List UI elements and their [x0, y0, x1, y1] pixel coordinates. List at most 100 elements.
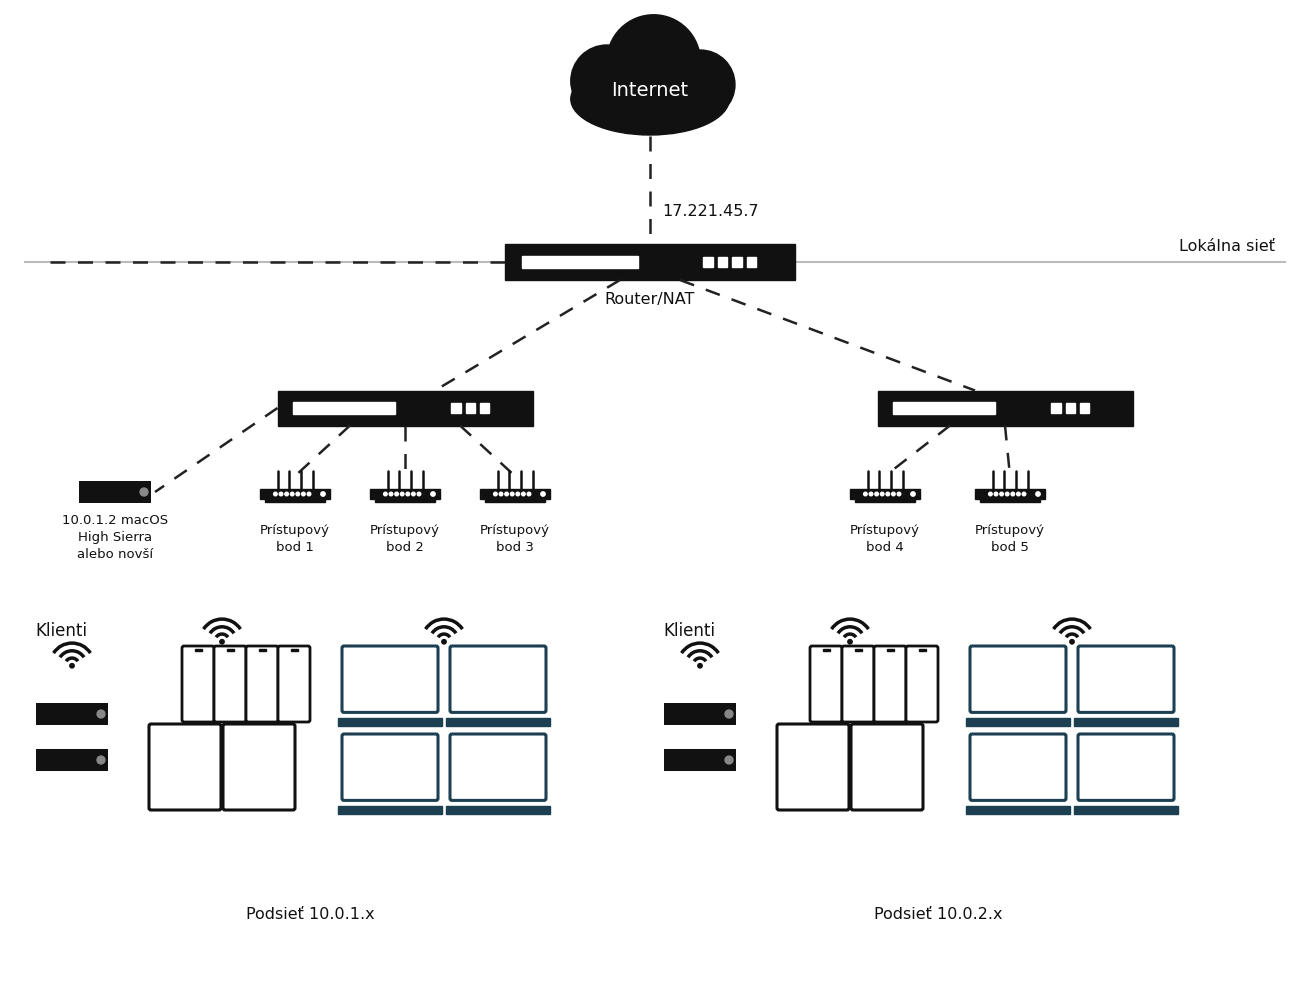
Bar: [258, 649, 266, 651]
Bar: [822, 649, 830, 651]
Circle shape: [390, 492, 392, 496]
Circle shape: [308, 492, 311, 496]
Circle shape: [994, 492, 998, 496]
FancyBboxPatch shape: [246, 646, 278, 722]
Circle shape: [70, 663, 74, 668]
Circle shape: [504, 492, 508, 496]
Circle shape: [874, 492, 878, 496]
Circle shape: [898, 492, 900, 496]
Circle shape: [96, 756, 106, 764]
Bar: [339, 718, 442, 726]
Circle shape: [400, 492, 404, 496]
Text: Podsieť 10.0.2.x: Podsieť 10.0.2.x: [874, 907, 1002, 922]
Bar: [291, 649, 297, 651]
FancyBboxPatch shape: [450, 646, 546, 712]
Bar: [855, 649, 861, 651]
Circle shape: [724, 710, 734, 718]
Text: Prístupový
bod 1: Prístupový bod 1: [261, 524, 330, 554]
Circle shape: [274, 492, 278, 496]
Bar: [370, 489, 440, 499]
Bar: [480, 403, 489, 412]
Circle shape: [431, 492, 435, 496]
Bar: [485, 499, 545, 502]
Circle shape: [291, 492, 294, 496]
Circle shape: [1006, 492, 1009, 496]
Text: Prístupový
bod 3: Prístupový bod 3: [480, 524, 550, 554]
FancyBboxPatch shape: [874, 646, 906, 722]
Bar: [855, 499, 915, 502]
Bar: [732, 258, 741, 267]
Bar: [339, 806, 442, 814]
Circle shape: [285, 492, 288, 496]
FancyBboxPatch shape: [810, 646, 842, 722]
Bar: [506, 244, 795, 280]
Bar: [975, 489, 1045, 499]
FancyBboxPatch shape: [341, 734, 438, 800]
Circle shape: [541, 492, 545, 496]
FancyBboxPatch shape: [1078, 734, 1174, 800]
Bar: [1052, 403, 1061, 412]
FancyBboxPatch shape: [182, 646, 214, 722]
Circle shape: [869, 492, 873, 496]
Bar: [480, 489, 550, 499]
Text: Klienti: Klienti: [663, 622, 715, 640]
Text: Lokálna sieť: Lokálna sieť: [1179, 239, 1276, 254]
Bar: [523, 256, 638, 268]
Circle shape: [864, 492, 868, 496]
FancyBboxPatch shape: [214, 646, 246, 722]
Circle shape: [395, 492, 399, 496]
Bar: [36, 703, 108, 725]
Circle shape: [1070, 640, 1074, 644]
Circle shape: [407, 492, 409, 496]
Circle shape: [911, 492, 915, 496]
Bar: [919, 649, 925, 651]
Bar: [447, 806, 550, 814]
Bar: [967, 806, 1070, 814]
Circle shape: [886, 492, 890, 496]
Circle shape: [417, 492, 421, 496]
Text: Prístupový
bod 2: Prístupový bod 2: [370, 524, 440, 554]
Bar: [36, 749, 108, 771]
Circle shape: [1036, 492, 1040, 496]
Bar: [261, 489, 330, 499]
Circle shape: [296, 492, 300, 496]
Text: Prístupový
bod 5: Prístupový bod 5: [975, 524, 1045, 554]
Bar: [465, 403, 474, 412]
Circle shape: [499, 492, 503, 496]
Bar: [665, 703, 736, 725]
FancyBboxPatch shape: [450, 734, 546, 800]
Bar: [893, 402, 994, 413]
Circle shape: [999, 492, 1003, 496]
Circle shape: [279, 492, 283, 496]
Circle shape: [494, 492, 498, 496]
Circle shape: [511, 492, 513, 496]
Bar: [79, 481, 151, 503]
Circle shape: [528, 492, 530, 496]
Circle shape: [442, 640, 446, 644]
Circle shape: [571, 45, 642, 117]
Bar: [1080, 403, 1089, 412]
FancyBboxPatch shape: [223, 724, 294, 810]
Circle shape: [989, 492, 992, 496]
Bar: [375, 499, 435, 502]
FancyBboxPatch shape: [777, 724, 850, 810]
Circle shape: [666, 50, 735, 119]
Bar: [704, 258, 713, 267]
Circle shape: [698, 663, 702, 668]
Circle shape: [301, 492, 305, 496]
Circle shape: [412, 492, 416, 496]
Circle shape: [881, 492, 883, 496]
Bar: [980, 499, 1040, 502]
Circle shape: [96, 710, 106, 718]
Circle shape: [383, 492, 387, 496]
Bar: [718, 258, 727, 267]
Circle shape: [891, 492, 895, 496]
Text: Prístupový
bod 4: Prístupový bod 4: [850, 524, 920, 554]
Ellipse shape: [571, 63, 730, 135]
Circle shape: [321, 492, 326, 496]
Bar: [451, 403, 460, 412]
FancyBboxPatch shape: [341, 646, 438, 712]
Text: Internet: Internet: [611, 82, 688, 100]
Bar: [850, 489, 920, 499]
Text: Klienti: Klienti: [35, 622, 87, 640]
